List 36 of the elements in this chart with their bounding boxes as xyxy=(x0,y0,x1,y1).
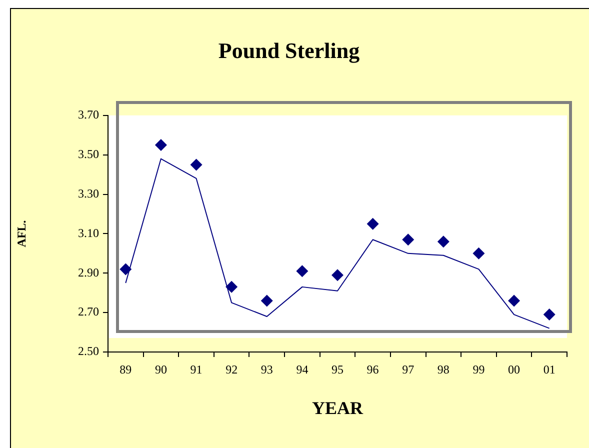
point xyxy=(402,234,414,246)
x-tick-label: 97 xyxy=(402,362,414,376)
point xyxy=(437,236,450,248)
x-axis-title: YEAR xyxy=(312,398,364,418)
y-axis-title: AFL. xyxy=(14,220,28,248)
point xyxy=(190,158,202,171)
x-tick-label: 99 xyxy=(472,362,485,376)
point xyxy=(260,294,273,307)
x-tick-label: 01 xyxy=(543,362,556,376)
x-tick-label: 94 xyxy=(296,362,308,376)
x-tick-label: 95 xyxy=(332,362,344,376)
point xyxy=(226,280,238,293)
x-tick-label: 96 xyxy=(366,362,379,376)
point xyxy=(366,218,379,230)
point xyxy=(120,263,132,276)
point xyxy=(543,308,556,321)
y-tick-label: 2.70 xyxy=(78,304,99,319)
x-tick-label: 92 xyxy=(226,362,238,376)
y-tick-label: 3.70 xyxy=(78,108,99,122)
x-tick-label: 93 xyxy=(260,362,273,376)
point xyxy=(296,265,308,278)
point xyxy=(332,269,344,282)
x-tick-label: 89 xyxy=(120,362,132,376)
y-tick-label: 3.30 xyxy=(78,186,99,200)
point xyxy=(508,294,520,307)
y-tick-label: 2.90 xyxy=(78,265,99,280)
x-tick-label: 00 xyxy=(508,362,520,376)
x-tick-label: 90 xyxy=(154,362,167,376)
y-tick-label: 3.50 xyxy=(78,146,99,161)
y-tick-label: 3.10 xyxy=(78,226,99,240)
chart-title: Pound Sterling xyxy=(218,38,360,63)
point xyxy=(154,138,167,151)
y-tick-label: 2.50 xyxy=(78,344,99,358)
x-tick-label: 91 xyxy=(190,362,202,376)
x-tick-label: 98 xyxy=(437,362,450,376)
point xyxy=(472,247,485,260)
